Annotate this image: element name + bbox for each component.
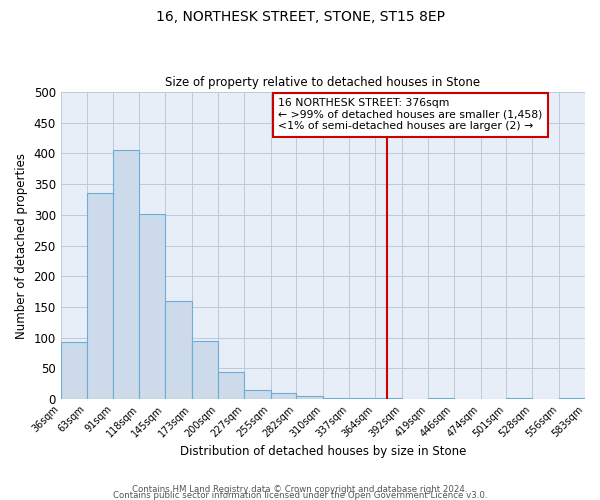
Bar [506, 398, 532, 399]
Bar [218, 372, 244, 399]
Bar [349, 398, 375, 399]
Bar [165, 301, 192, 399]
Bar [428, 398, 454, 399]
Y-axis label: Number of detached properties: Number of detached properties [15, 152, 28, 338]
Bar [375, 398, 402, 399]
Text: Contains HM Land Registry data © Crown copyright and database right 2024.: Contains HM Land Registry data © Crown c… [132, 484, 468, 494]
Bar [192, 340, 218, 399]
Title: Size of property relative to detached houses in Stone: Size of property relative to detached ho… [165, 76, 481, 90]
Text: 16 NORTHESK STREET: 376sqm
← >99% of detached houses are smaller (1,458)
<1% of : 16 NORTHESK STREET: 376sqm ← >99% of det… [278, 98, 542, 132]
Bar [296, 396, 323, 399]
Bar [244, 390, 271, 399]
Bar [271, 393, 296, 399]
Bar [323, 398, 349, 399]
Text: Contains public sector information licensed under the Open Government Licence v3: Contains public sector information licen… [113, 490, 487, 500]
Text: 16, NORTHESK STREET, STONE, ST15 8EP: 16, NORTHESK STREET, STONE, ST15 8EP [155, 10, 445, 24]
Bar [113, 150, 139, 399]
X-axis label: Distribution of detached houses by size in Stone: Distribution of detached houses by size … [179, 444, 466, 458]
Bar [61, 342, 86, 399]
Bar [139, 214, 165, 399]
Bar [86, 194, 113, 399]
Bar [559, 398, 585, 399]
